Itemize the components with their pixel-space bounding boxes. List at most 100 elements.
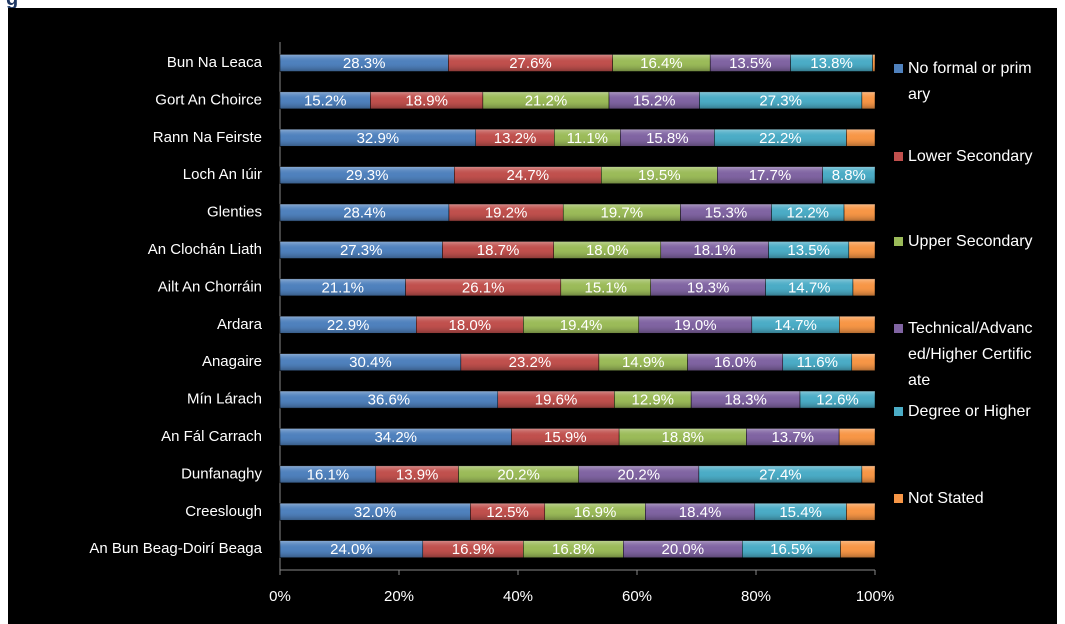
bar-shade [601,166,718,184]
y-tick-label: Dunfanaghy [181,465,262,482]
legend-swatch [894,152,903,161]
bar-shade [280,353,461,371]
data-label: 15.8% [646,130,689,147]
bar-shade [280,465,376,483]
bar-shade [280,278,406,296]
bar-shade [852,278,875,296]
bar-shade [454,166,602,184]
data-label: 15.4% [779,504,822,521]
bar-shade [458,465,579,483]
bar-shade [844,204,875,222]
data-label: 16.9% [452,541,495,558]
data-label: 27.3% [759,92,802,109]
bar-shade [645,503,755,521]
data-label: 16.8% [552,541,595,558]
data-label: 19.5% [638,167,681,184]
bar-shade [280,204,449,222]
bar-shade [650,278,766,296]
legend-item: Upper Secondary [890,229,1040,255]
bar-shade [609,91,700,109]
bar-shade [861,91,875,109]
bar-shade [846,503,875,521]
data-label: 15.3% [705,205,748,222]
y-tick-label: Glenties [207,204,262,221]
data-label: 24.7% [507,167,550,184]
legend-item: Lower Secondary [890,144,1040,170]
bar-shade [612,54,711,72]
legend-swatch [894,237,903,246]
bar-shade [746,428,840,446]
legend-label: Degree or Higher [908,403,1031,420]
data-label: 21.1% [321,279,364,296]
bar-shade [563,204,681,222]
bar-shade [523,540,624,558]
data-label: 27.4% [759,466,802,483]
data-label: 23.2% [509,354,552,371]
bar-shade [691,391,801,409]
bar-shade [416,316,524,334]
data-label: 11.1% [567,130,608,147]
data-label: 18.4% [679,504,722,521]
bar-shade [765,278,853,296]
bar-shade [422,540,524,558]
legend-item: Degree or Higher [890,399,1040,425]
data-label: 13.8% [810,55,853,72]
bar-shade [560,278,651,296]
chart-background [8,8,1057,624]
bar-shade [280,166,455,184]
data-label: 12.6% [816,392,859,409]
y-tick-label: Mín Lárach [187,391,262,408]
bar-shade [768,241,849,259]
bar-shade [800,391,875,409]
data-label: 12.2% [786,205,829,222]
data-label: 17.7% [749,167,792,184]
bar-shade [848,241,875,259]
bar-shade [280,54,449,72]
bar-shade [598,353,688,371]
data-label: 32.0% [354,504,397,521]
bar-shade [460,353,599,371]
bar-shade [771,204,845,222]
data-label: 12.9% [631,392,674,409]
bar-shade [370,91,483,109]
bar-shade [448,54,613,72]
data-label: 21.2% [525,92,568,109]
data-label: 19.6% [535,392,578,409]
bar-shade [280,91,371,109]
bar-shade [405,278,561,296]
y-tick-label: Ailt An Chorráin [158,278,262,295]
data-label: 15.2% [304,92,347,109]
legend-swatch [894,494,903,503]
y-tick-label: An Fál Carrach [161,428,262,445]
x-tick-label: 60% [622,588,652,605]
y-tick-label: Anagaire [202,353,262,370]
bar-shade [470,503,545,521]
bar-shade [782,353,852,371]
data-label: 16.5% [770,541,813,558]
data-label: 30.4% [349,354,392,371]
bar-shade [660,241,769,259]
data-label: 18.0% [586,242,629,259]
data-label: 11.6% [797,354,838,371]
data-label: 19.3% [687,279,730,296]
bar-shade [620,129,715,147]
bar-shade [280,503,471,521]
data-label: 8.8% [832,167,866,184]
data-label: 19.7% [601,205,644,222]
bar-shade [872,54,875,72]
data-label: 16.1% [307,466,350,483]
y-tick-label: Ardara [217,316,263,333]
y-tick-label: Loch An Iúir [183,166,262,183]
bar-shade [280,540,423,558]
data-label: 27.6% [509,55,552,72]
bar-shade [497,391,615,409]
bar-shade [280,129,476,147]
bar-shade [751,316,840,334]
x-tick-label: 0% [269,588,291,605]
y-tick-label: An Bun Beag-Doirí Beaga [89,540,262,557]
y-tick-label: Rann Na Feirste [153,129,262,146]
data-label: 36.6% [368,392,411,409]
data-label: 15.1% [584,279,627,296]
bar-shade [280,241,443,259]
